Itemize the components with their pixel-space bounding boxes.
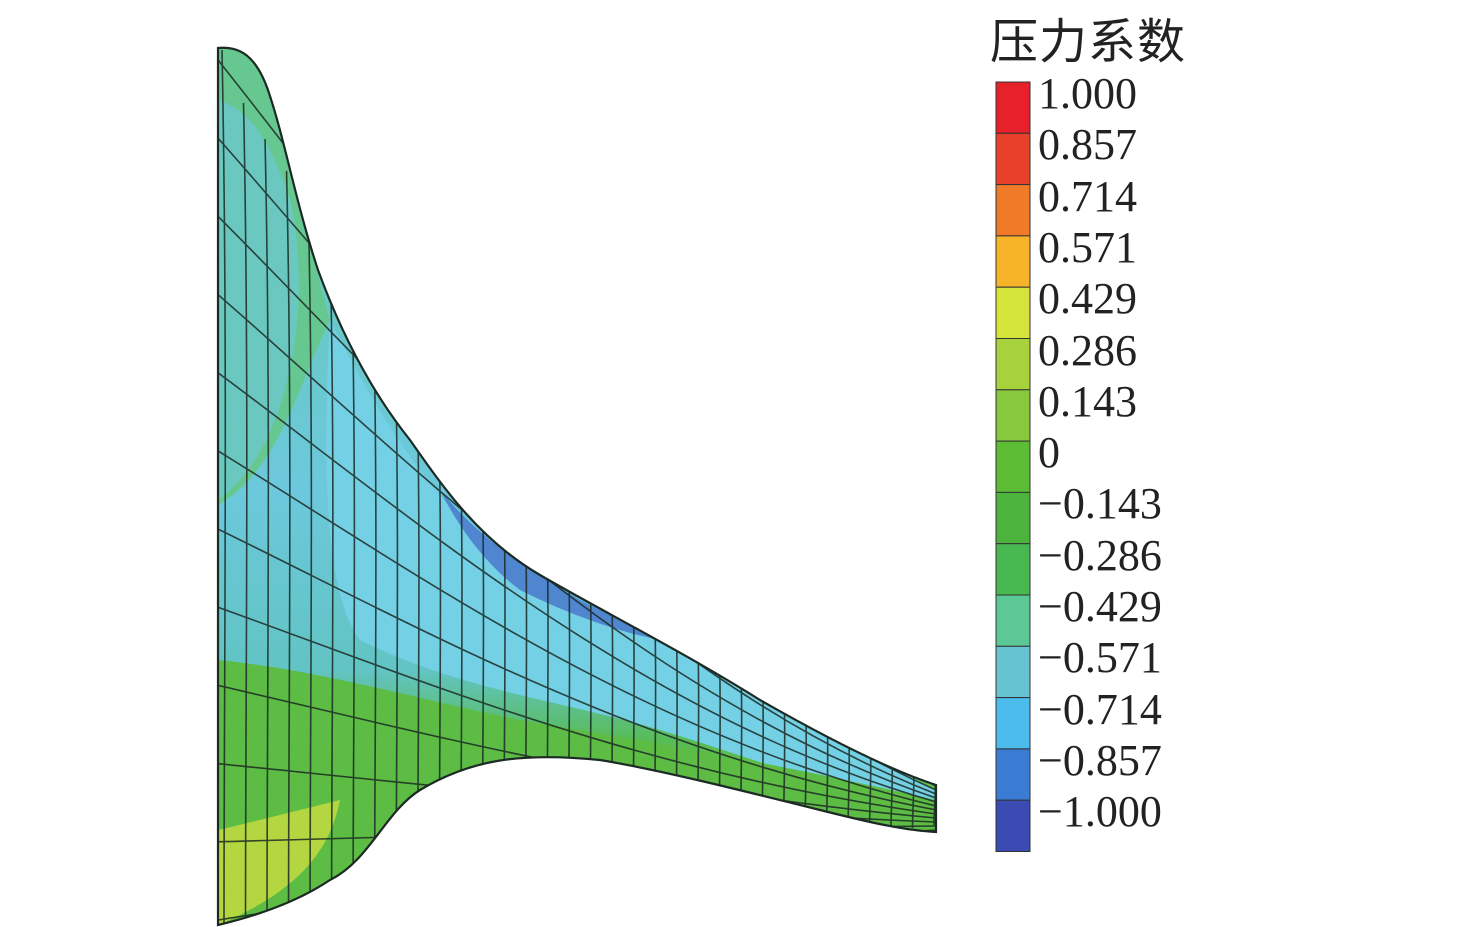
legend-tick-label: −0.286 [1038,530,1162,580]
legend-swatch [995,184,1031,237]
legend-tick-label: 0.571 [1038,222,1137,272]
chord-grid-line [307,199,313,913]
mid-cyan-region [326,320,936,812]
legend-swatch [995,389,1031,442]
legend-swatch [995,132,1031,186]
legend-swatch [995,491,1031,545]
color-legend-bar [995,81,1031,853]
legend-tick-label: 0.286 [1038,325,1137,375]
legend-swatch [995,338,1031,391]
chord-grid-line [328,227,334,910]
span-grid-line [218,372,936,803]
chord-grid-line [264,139,270,919]
wing-outline [216,46,938,927]
legend-tick-label: −0.429 [1038,582,1162,631]
legend-tick-label: 0 [1038,428,1060,478]
legend-swatch [995,81,1031,134]
chord-grid-line [242,103,248,922]
legend-title: 压力系数 [990,14,1187,70]
span-grid-line [218,528,936,811]
legend-tick-label: 1.000 [1038,69,1137,118]
legend-swatch [995,697,1031,750]
legend-tick-label: −0.571 [1038,633,1162,683]
chord-grid-line [285,170,291,916]
legend-tick-label: −0.143 [1038,479,1162,529]
legend-swatch [995,799,1031,853]
legend-tick-label: 0.714 [1038,171,1137,221]
span-grid-line [218,450,936,807]
wing-surface [218,47,936,926]
span-grid-line [218,606,936,815]
upper-teal-region [218,100,299,500]
legend-tick-label: −0.857 [1038,735,1162,785]
legend-tick-label: 0.857 [1038,120,1137,170]
legend-swatch [995,543,1031,596]
legend-swatch [995,286,1031,340]
legend-swatch [995,748,1031,801]
chord-grid-line [221,49,227,926]
legend-swatch [995,440,1031,493]
legend-swatch [995,235,1031,288]
legend-swatch [995,645,1031,699]
legend-tick-label: 0.429 [1038,274,1137,324]
legend-tick-label: −1.000 [1038,787,1162,837]
legend-swatch [995,594,1031,647]
legend-tick-label: 0.143 [1038,376,1137,426]
legend-tick-label: −0.714 [1038,684,1162,734]
